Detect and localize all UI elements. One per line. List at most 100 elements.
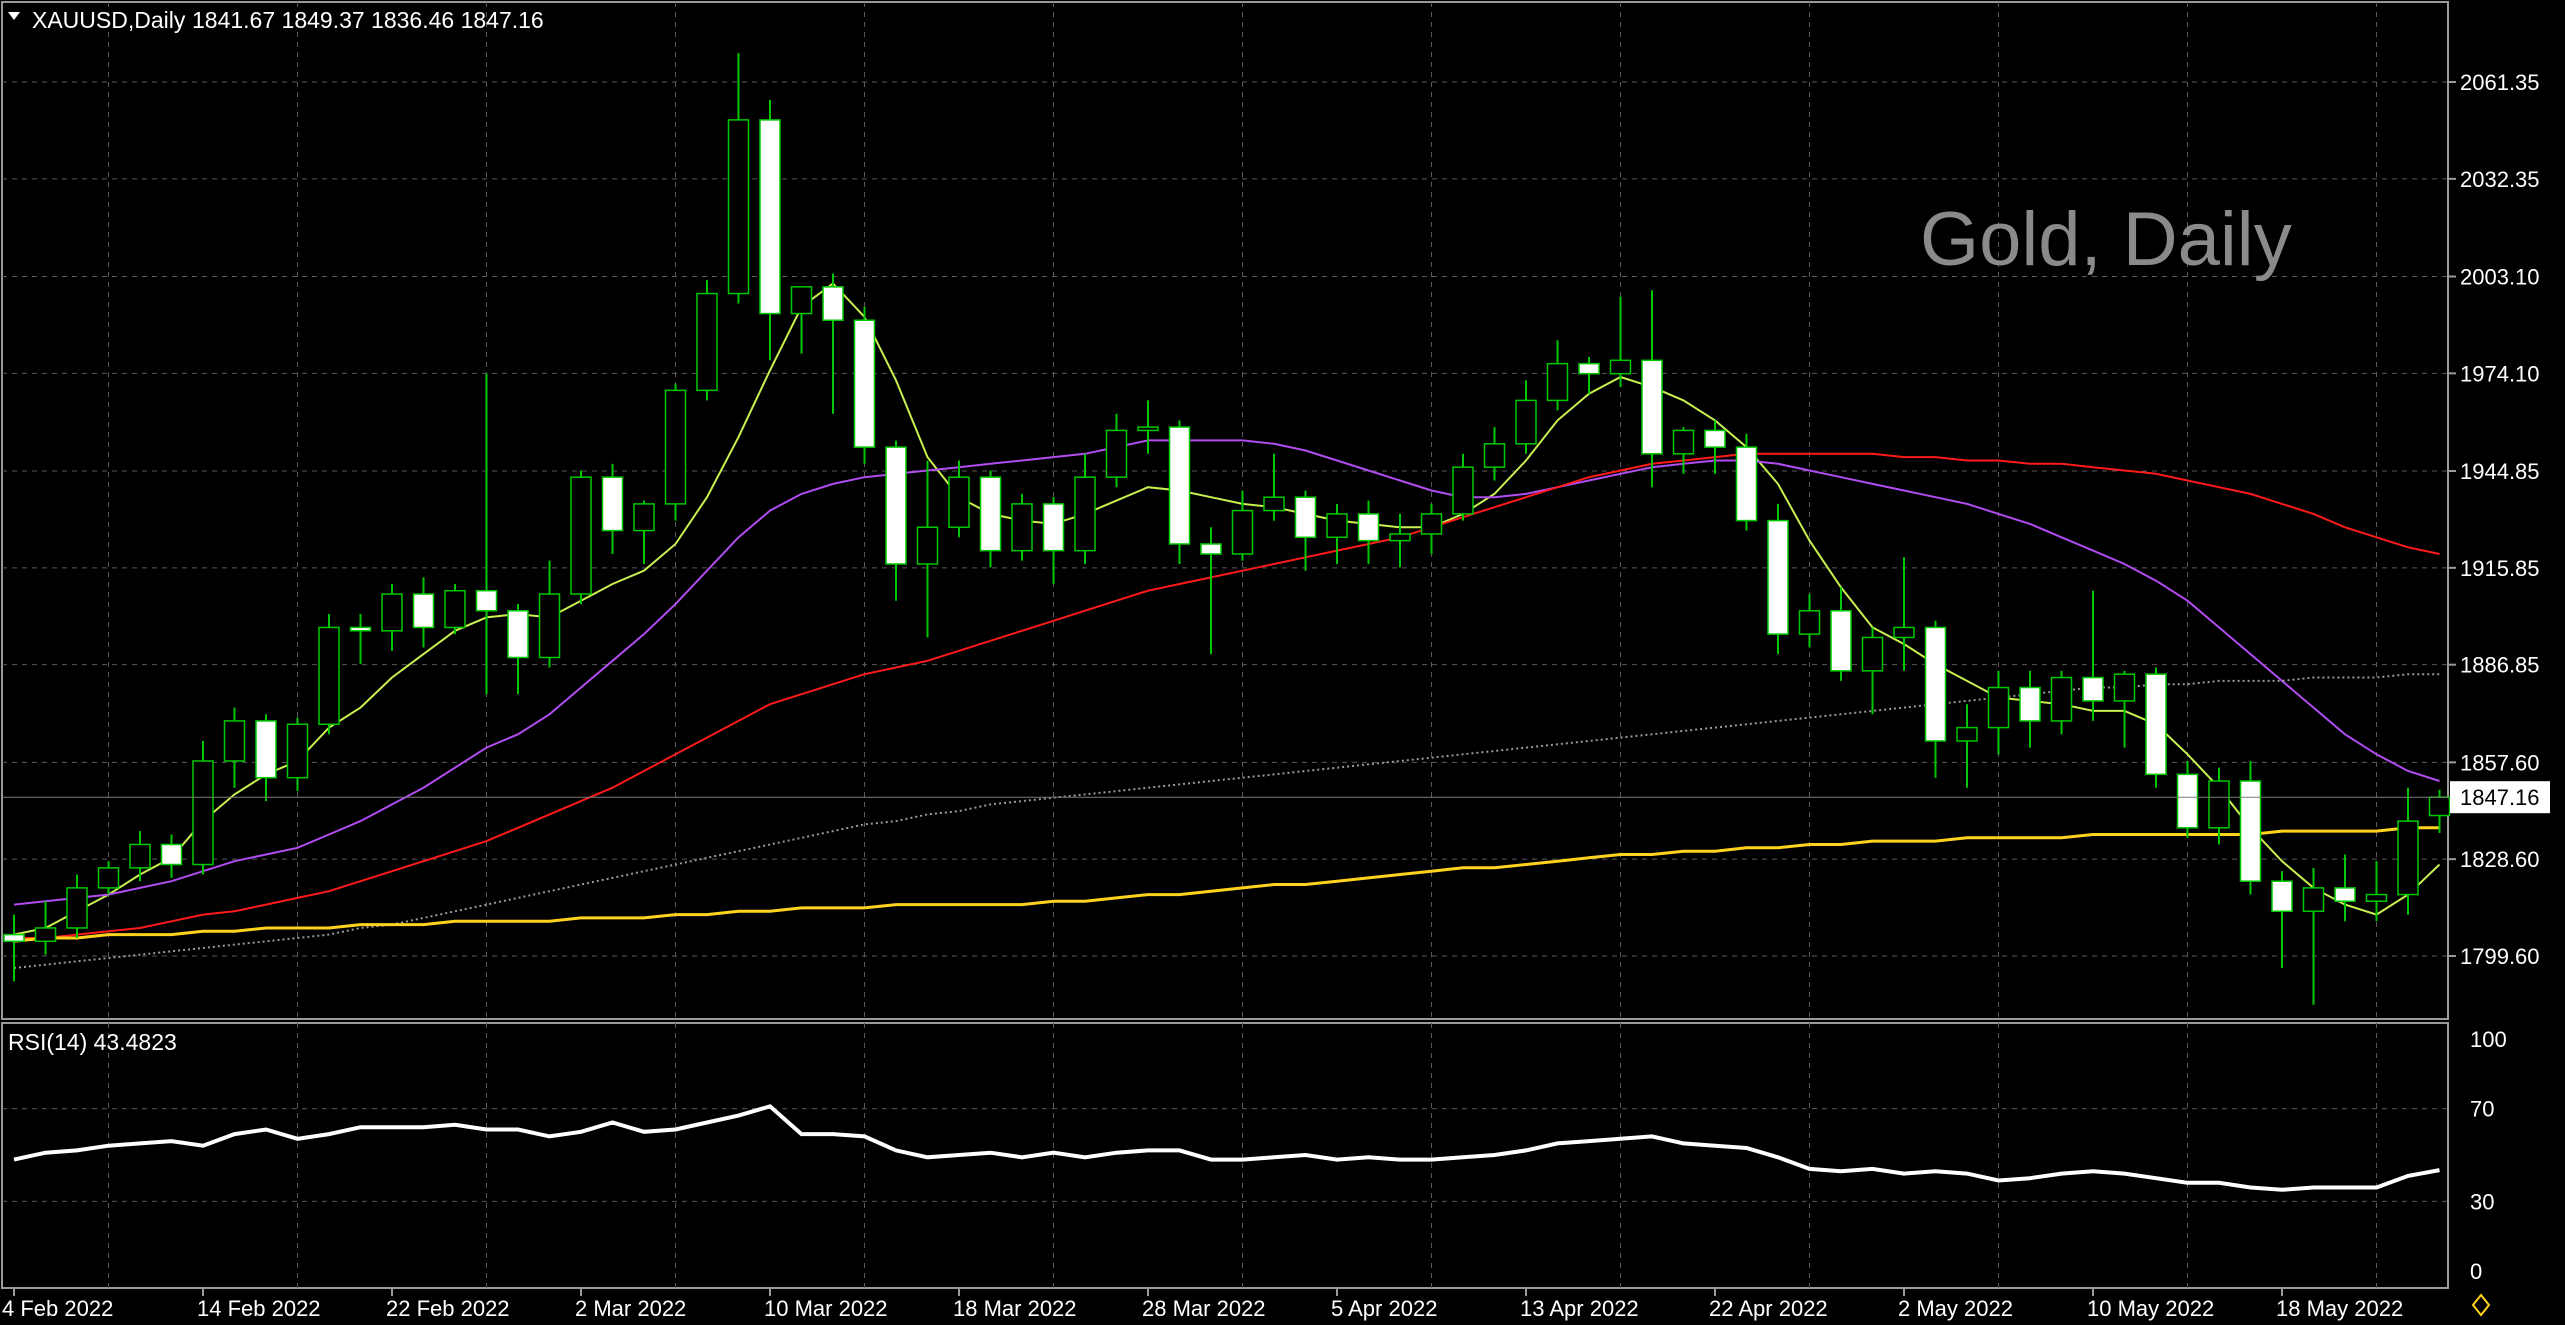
candle[interactable] (601, 463, 624, 554)
candle[interactable] (1546, 340, 1569, 411)
candle[interactable] (1294, 490, 1317, 571)
candle[interactable] (1105, 413, 1128, 488)
candle[interactable] (2302, 867, 2325, 1005)
candle[interactable] (1735, 433, 1758, 531)
candle[interactable] (1704, 420, 1726, 474)
time-tick-label: 4 Feb 2022 (2, 1296, 113, 1321)
candle[interactable] (2145, 667, 2167, 788)
candle[interactable] (2239, 760, 2262, 895)
candle[interactable] (1924, 620, 1947, 778)
candle[interactable] (727, 53, 750, 304)
candle[interactable] (1609, 296, 1632, 388)
candle[interactable] (1074, 453, 1096, 564)
candle-body-up (381, 593, 403, 632)
candle[interactable] (1420, 503, 1443, 554)
candle[interactable] (2019, 670, 2041, 748)
candle[interactable] (2271, 871, 2293, 969)
candle-body-up (444, 589, 466, 629)
candle[interactable] (1830, 587, 1852, 681)
candle[interactable] (1956, 704, 1978, 788)
candle[interactable] (916, 460, 939, 638)
candle[interactable] (129, 831, 151, 882)
candle[interactable] (1987, 670, 2010, 755)
candle[interactable] (475, 373, 498, 695)
candle[interactable] (1515, 380, 1537, 454)
candle[interactable] (34, 901, 57, 955)
candle[interactable] (2176, 760, 2199, 838)
candle[interactable] (318, 614, 340, 735)
candle[interactable] (381, 584, 403, 651)
candle[interactable] (2334, 854, 2356, 922)
candle[interactable] (538, 560, 561, 668)
candle[interactable] (1672, 427, 1695, 474)
candle[interactable] (1798, 594, 1821, 648)
candle[interactable] (3, 914, 25, 982)
candle[interactable] (66, 874, 88, 938)
candle[interactable] (1042, 497, 1065, 585)
candle[interactable] (349, 614, 372, 665)
candle[interactable] (1389, 513, 1411, 568)
candle[interactable] (255, 714, 277, 802)
candle-body-down (1200, 543, 1222, 555)
candle-body-up (223, 720, 246, 762)
time-tick-label: 18 May 2022 (2276, 1296, 2403, 1321)
candle[interactable] (2113, 670, 2136, 748)
candle-body-up (1231, 509, 1254, 555)
candlesticks[interactable] (3, 53, 2451, 1005)
candle[interactable] (1357, 500, 1380, 564)
candle[interactable] (664, 383, 687, 521)
candle[interactable] (1893, 557, 1915, 671)
time-tick-label: 22 Apr 2022 (1709, 1296, 1828, 1321)
candle[interactable] (1137, 400, 1159, 454)
candle[interactable] (1641, 290, 1663, 488)
candle[interactable] (979, 470, 1002, 568)
candle[interactable] (822, 273, 844, 414)
ma-line-1 (13, 439, 2440, 906)
candle[interactable] (286, 717, 309, 792)
candle[interactable] (759, 99, 781, 361)
rsi-axis: 100 70 30 0 (2470, 1027, 2507, 1284)
candle[interactable] (853, 306, 876, 464)
current-price-tag: 1847.16 (2450, 781, 2550, 814)
candle-body-down (1830, 609, 1852, 672)
candle-body-up (538, 593, 561, 659)
candle[interactable] (412, 577, 435, 648)
candle-body-up (97, 867, 120, 889)
candle[interactable] (790, 286, 813, 354)
candle[interactable] (1168, 420, 1191, 564)
candle[interactable] (1326, 503, 1348, 564)
candle-body-up (633, 503, 655, 532)
candle[interactable] (2208, 767, 2230, 845)
candle-body-up (2113, 673, 2136, 702)
candle-body-down (2239, 780, 2262, 882)
candle[interactable] (1231, 490, 1254, 561)
candle[interactable] (2050, 670, 2073, 735)
candle-body-down (1168, 426, 1191, 545)
candle[interactable] (97, 861, 120, 895)
candle[interactable] (160, 834, 183, 878)
candle[interactable] (1263, 453, 1285, 521)
candle[interactable] (223, 707, 246, 788)
candle[interactable] (1011, 493, 1033, 561)
candle[interactable] (507, 604, 529, 695)
candle[interactable] (192, 740, 214, 875)
candle[interactable] (1452, 453, 1474, 521)
candle[interactable] (2082, 590, 2104, 721)
candle[interactable] (633, 500, 655, 564)
candle[interactable] (885, 440, 907, 601)
candle[interactable] (948, 460, 970, 538)
candle-body-down (822, 286, 844, 321)
time-tick-label: 2 May 2022 (1898, 1296, 2013, 1321)
collapse-triangle-icon[interactable] (8, 12, 20, 20)
candle[interactable] (2397, 787, 2419, 915)
candle[interactable] (570, 470, 592, 605)
candle[interactable] (1578, 356, 1600, 394)
candle[interactable] (444, 584, 466, 635)
candle[interactable] (696, 280, 718, 401)
candle-body-up (570, 476, 592, 595)
candle[interactable] (2365, 861, 2388, 922)
candle[interactable] (1767, 503, 1789, 655)
candle[interactable] (1200, 527, 1222, 655)
candle[interactable] (1483, 427, 1506, 481)
candle[interactable] (1861, 627, 1884, 715)
